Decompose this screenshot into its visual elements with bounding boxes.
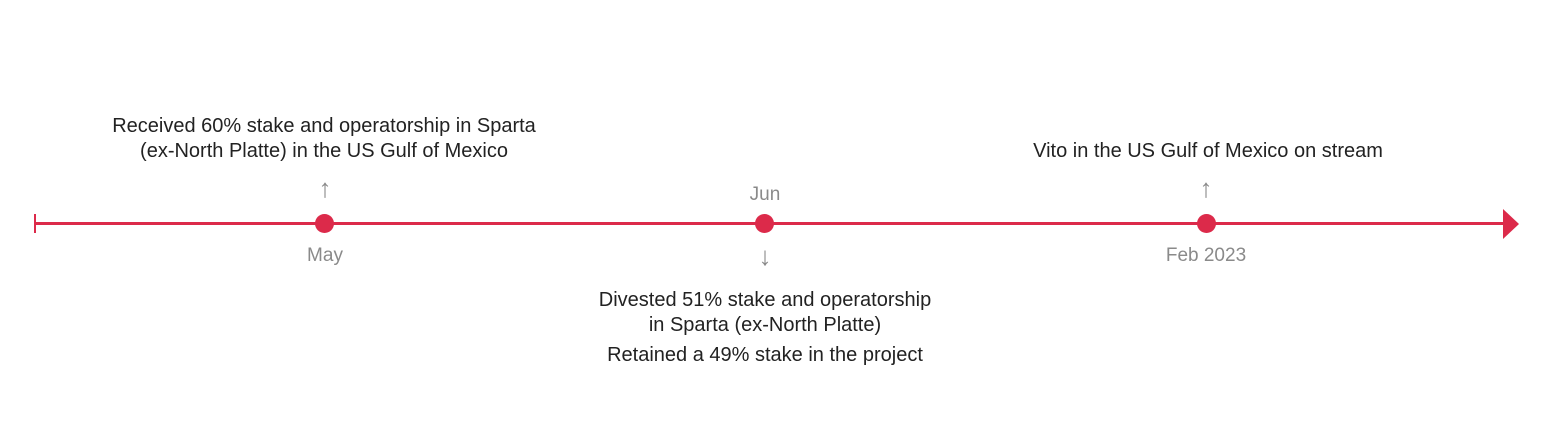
event-marker-feb-2023 bbox=[1197, 214, 1216, 233]
event-marker-may bbox=[315, 214, 334, 233]
event-marker-jun bbox=[755, 214, 774, 233]
arrow-up-icon: ↑ bbox=[318, 173, 332, 203]
event-date-jun: Jun bbox=[749, 184, 781, 205]
event-description-feb-2023: Vito in the US Gulf of Mexico on stream bbox=[1033, 139, 1383, 164]
event-text-line: Received 60% stake and operatorship in S… bbox=[112, 115, 536, 137]
event-text-line: Divested 51% stake and operatorship bbox=[598, 289, 932, 311]
timeline-arrowhead-icon bbox=[1503, 209, 1519, 239]
event-text-line: (ex-North Platte) in the US Gulf of Mexi… bbox=[140, 140, 508, 162]
arrow-down-icon: ↓ bbox=[758, 241, 772, 271]
arrow-up-icon: ↑ bbox=[1199, 173, 1213, 203]
event-text-line: Retained a 49% stake in the project bbox=[607, 344, 923, 366]
event-description-may: Received 60% stake and operatorship in S… bbox=[112, 114, 536, 164]
event-date-may: May bbox=[307, 245, 343, 266]
event-date-feb-2023: Feb 2023 bbox=[1165, 245, 1247, 266]
event-text-line: in Sparta (ex-North Platte) bbox=[648, 314, 882, 336]
event-description-jun: Divested 51% stake and operatorship in S… bbox=[599, 288, 931, 368]
timeline-start-tick bbox=[34, 214, 36, 233]
event-text-line: Vito in the US Gulf of Mexico on stream bbox=[1033, 140, 1383, 162]
